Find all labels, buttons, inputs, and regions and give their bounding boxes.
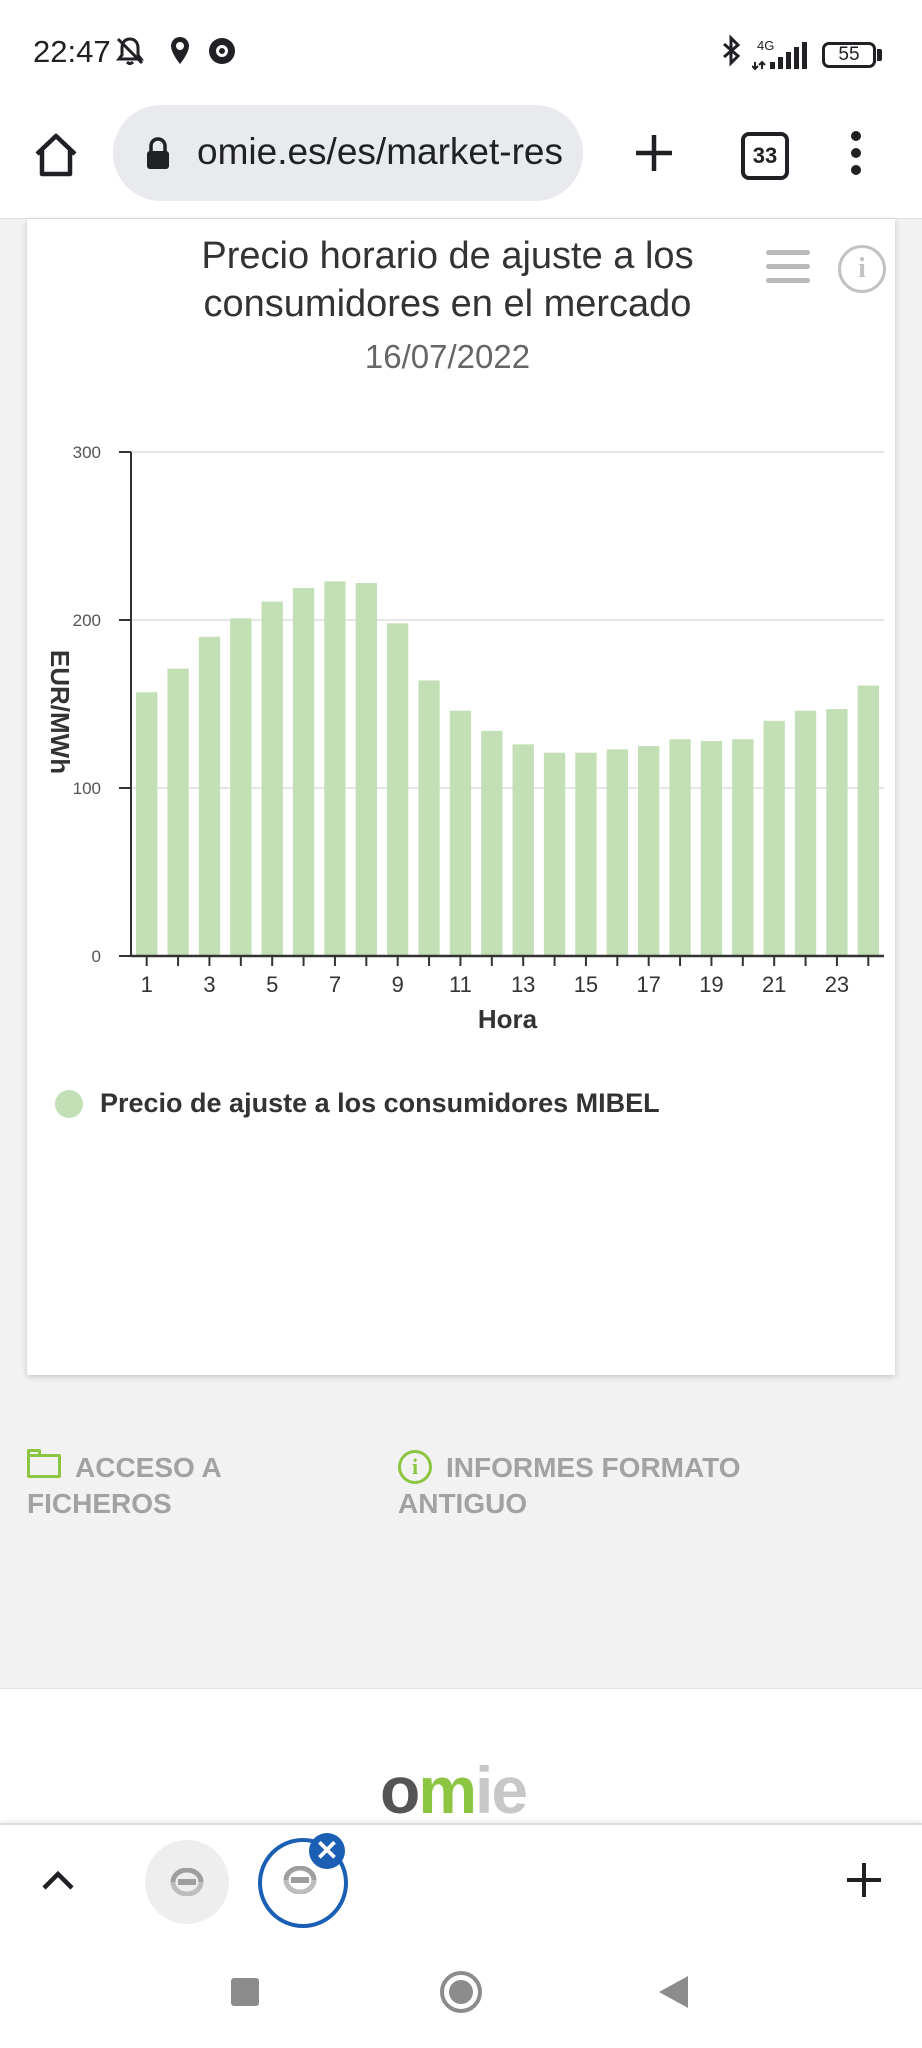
- chart-bar[interactable]: [324, 581, 346, 956]
- recents-square-icon[interactable]: [229, 1976, 261, 2008]
- x-tick-label: 17: [636, 972, 660, 997]
- x-tick-label: 9: [392, 972, 404, 997]
- chart-bar[interactable]: [794, 710, 817, 956]
- chart-bar[interactable]: [387, 623, 409, 956]
- home-icon[interactable]: [31, 130, 81, 180]
- logo-part-m: m: [418, 1753, 477, 1827]
- logo-part-ie: ie: [475, 1753, 528, 1827]
- y-axis-title: EUR/MWh: [45, 650, 75, 774]
- tab-close-icon[interactable]: ✕: [309, 1833, 345, 1869]
- logo-part-o: o: [380, 1753, 420, 1827]
- chart-bar[interactable]: [575, 752, 597, 956]
- x-tick-label: 21: [762, 972, 786, 997]
- muted-bell-icon: [116, 37, 144, 65]
- omie-logo[interactable]: omie: [380, 1757, 528, 1823]
- status-time: 22:47: [33, 34, 111, 69]
- chart-subtitle-date: 16/07/2022: [364, 338, 531, 375]
- x-tick-label: 13: [511, 972, 535, 997]
- x-tick-label: 5: [266, 972, 278, 997]
- hamburger-menu-icon[interactable]: [766, 250, 810, 286]
- chart-bar[interactable]: [481, 730, 503, 956]
- y-tick-label: 0: [92, 947, 101, 966]
- tab-strip: [0, 1823, 922, 1939]
- legend-marker[interactable]: [55, 1090, 83, 1118]
- files-link-line1[interactable]: ACCESO A: [75, 1452, 222, 1483]
- back-triangle-icon[interactable]: [656, 1974, 690, 2010]
- files-link-line2[interactable]: FICHEROS: [27, 1488, 172, 1519]
- files-access-link[interactable]: ACCESO A FICHEROS: [27, 1450, 347, 1522]
- folder-icon[interactable]: [27, 1454, 61, 1478]
- chart-bar[interactable]: [857, 685, 879, 956]
- chart-bar[interactable]: [136, 692, 158, 956]
- x-tick-label: 15: [574, 972, 598, 997]
- chart-bar[interactable]: [167, 668, 189, 956]
- chart-bar[interactable]: [449, 710, 472, 956]
- chart-title-line1: Precio horario de ajuste a los: [201, 235, 694, 277]
- status-bar: [0, 0, 922, 104]
- network-type: 4G: [757, 38, 775, 53]
- chart-bar[interactable]: [230, 618, 252, 956]
- url-text[interactable]: omie.es/es/market-res: [197, 131, 563, 172]
- x-tick-label: 11: [449, 972, 472, 997]
- signal-4g-icon: [752, 42, 807, 70]
- chevron-up-icon[interactable]: [38, 1866, 78, 1896]
- x-tick-label: 3: [203, 972, 215, 997]
- y-tick-label: 100: [73, 779, 101, 798]
- more-vert-icon[interactable]: [838, 128, 874, 178]
- sync-app-icon: [209, 38, 235, 64]
- y-tick-label: 300: [73, 443, 101, 462]
- chart-bar[interactable]: [198, 636, 221, 956]
- x-tick-label: 7: [329, 972, 341, 997]
- bluetooth-icon: [723, 34, 741, 67]
- old-reports-link[interactable]: INFORMES FORMATO ANTIGUO: [398, 1450, 798, 1522]
- y-tick-label: 200: [73, 611, 101, 630]
- chart-bar[interactable]: [732, 739, 754, 956]
- chart-bar[interactable]: [418, 680, 440, 956]
- battery-tip: [877, 49, 882, 61]
- chart-bar[interactable]: [669, 739, 691, 956]
- info-icon[interactable]: i: [838, 245, 886, 293]
- legend-label[interactable]: Precio de ajuste a los consumidores MIBE…: [100, 1088, 660, 1118]
- x-axis-title: Hora: [478, 1004, 538, 1034]
- info-circle-icon[interactable]: i: [398, 1450, 432, 1484]
- reports-link-line1[interactable]: INFORMES FORMATO: [446, 1452, 741, 1483]
- chart-bar[interactable]: [355, 583, 377, 956]
- chart-bar[interactable]: [512, 744, 534, 956]
- location-icon: [171, 37, 189, 64]
- tab-switcher-button[interactable]: 33: [741, 132, 789, 180]
- tab-favicon-icon: [170, 1868, 204, 1896]
- chart-bar[interactable]: [826, 709, 848, 956]
- chart-title-line2: consumidores en el mercado: [203, 283, 692, 325]
- reports-link-line2[interactable]: ANTIGUO: [398, 1488, 528, 1519]
- chart-bar[interactable]: [261, 601, 283, 956]
- battery-indicator: 55: [822, 42, 876, 68]
- x-tick-label: 23: [825, 972, 849, 997]
- lock-icon: [147, 137, 169, 169]
- chart-bar[interactable]: [700, 740, 723, 956]
- address-bar[interactable]: [113, 105, 583, 201]
- home-circle-icon[interactable]: [438, 1969, 484, 2015]
- chart-bar[interactable]: [763, 720, 785, 956]
- chart-title: Precio horario de ajuste a los consumido…: [130, 232, 765, 328]
- new-tab-plus-icon[interactable]: [632, 131, 676, 175]
- x-tick-label: 19: [699, 972, 723, 997]
- add-tab-icon[interactable]: [844, 1860, 884, 1900]
- chart-bar[interactable]: [543, 752, 566, 956]
- footer: [0, 1688, 922, 1824]
- tab-favicon-icon: [283, 1866, 317, 1894]
- chart-bar[interactable]: [292, 588, 315, 956]
- x-tick-label: 1: [141, 972, 153, 997]
- folder-icon-tab: [27, 1449, 41, 1455]
- chart-bar[interactable]: [606, 749, 628, 956]
- chart-bar[interactable]: [638, 746, 660, 956]
